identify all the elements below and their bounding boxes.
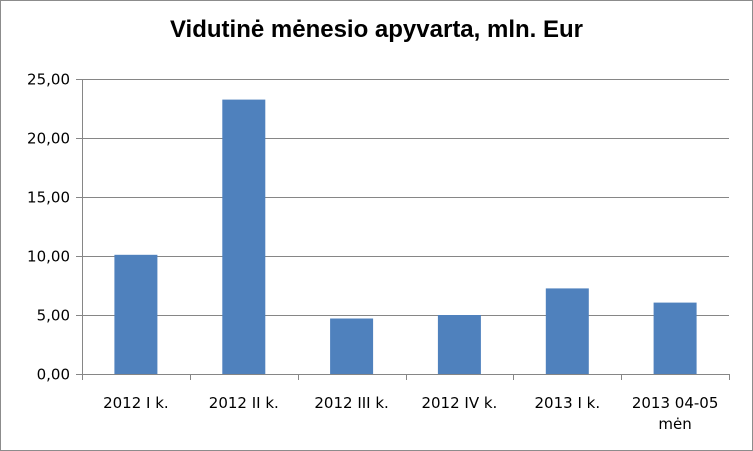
x-tick-label: 2012 III k. (314, 394, 388, 412)
axes (76, 79, 730, 380)
y-tick-label: 20,00 (27, 130, 70, 148)
x-tick-label: 2013 04-05 (632, 394, 719, 412)
x-tick-labels: 2012 I k. 2012 II k. 2012 III k. 2012 IV k.… (103, 394, 718, 433)
bar (330, 318, 374, 374)
y-tick-label: 5,00 (37, 307, 70, 325)
x-tick-label: 2012 I k. (103, 394, 169, 412)
bar (222, 99, 266, 374)
y-tick-label: 10,00 (27, 248, 70, 266)
x-tick-label: 2012 IV k. (421, 394, 497, 412)
gridlines (82, 79, 729, 316)
y-tick-label: 25,00 (27, 71, 70, 89)
bar (653, 302, 697, 374)
bars (114, 99, 697, 374)
x-tick-label: 2013 I k. (535, 394, 601, 412)
chart-title: Vidutinė mėnesio apyvarta, mln. Eur (169, 16, 583, 43)
bar (545, 288, 589, 374)
y-tick-labels: 0,00 5,00 10,00 15,00 20,00 25,00 (27, 71, 70, 384)
bar (437, 315, 481, 374)
y-tick-label: 0,00 (37, 366, 70, 384)
bar (114, 254, 158, 374)
x-tick-label: mėn (658, 415, 691, 433)
y-tick-label: 15,00 (27, 189, 70, 207)
x-tick-label: 2012 II k. (209, 394, 279, 412)
